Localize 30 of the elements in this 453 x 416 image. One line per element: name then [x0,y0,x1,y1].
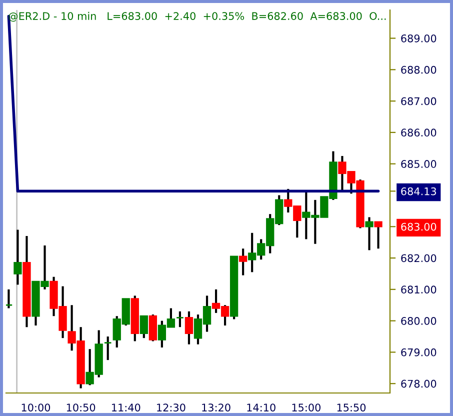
y-tick-label: 688.00 [401,66,436,74]
y-tick-label: 680.00 [401,317,436,325]
candlestick [104,335,112,362]
y-tick-label: 684.13 [401,187,436,196]
x-tick-label: 15:50 [337,404,366,412]
x-tick-label: 14:10 [247,404,276,412]
y-tick-label: 685.00 [401,160,436,168]
y-tick-label: 683.00 [401,222,436,231]
y-tick-label: 687.00 [401,97,436,106]
candlestick [365,216,374,252]
y-tick-label: 689.00 [401,34,436,42]
x-tick-label: 13:20 [202,404,230,412]
x-tick-label: 12:30 [157,404,186,412]
x-tick-label: 11:40 [112,404,140,412]
candlestick [140,315,148,340]
y-tick-label: 678.00 [401,380,436,388]
x-tick-label: 10:50 [66,404,96,412]
y-tick-label: 682.00 [401,254,436,262]
candlestick [148,313,158,342]
y-tick-label: 686.00 [401,128,436,137]
candlestick [6,288,13,310]
candlestick [374,220,382,250]
candlestick [176,310,184,328]
y-tick-label: 681.00 [401,286,436,294]
y-tick-label: 679.00 [401,348,436,356]
x-tick-label: 10:00 [22,404,50,412]
candlestick [184,310,194,346]
candlestick [14,228,22,286]
x-tick-label: 15:00 [292,404,320,412]
candlestick [238,248,248,276]
